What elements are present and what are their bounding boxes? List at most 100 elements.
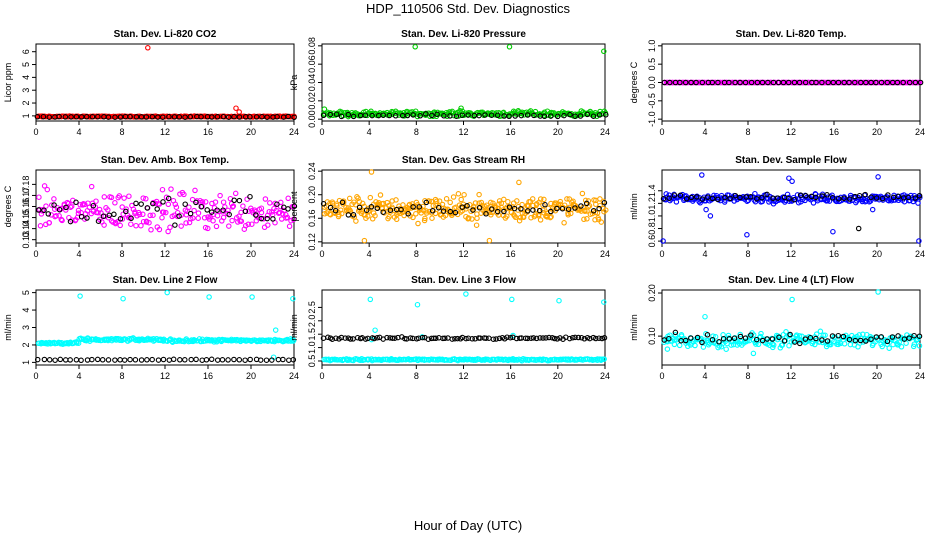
data-point [400,202,406,208]
data-point [572,334,578,341]
data-point [150,212,156,218]
x-tick-label: 4 [367,127,372,137]
data-point [900,79,906,86]
series-primary [660,172,923,244]
data-point [381,356,387,363]
data-point [201,215,208,221]
data-point [369,112,375,119]
data-point [518,206,524,212]
data-point [572,205,578,211]
y-tick-label: 3 [21,325,31,330]
data-point [380,209,386,215]
y-tick-label: 2 [21,101,31,106]
data-point [147,212,153,219]
y-tick-label: 0.8 [647,222,657,235]
data-point [458,105,464,111]
data-point [852,337,859,344]
y-tick-label: 0.04 [307,74,317,92]
data-point [894,79,901,86]
x-tick-label: 24 [600,249,610,259]
data-point [829,195,836,201]
data-point [601,356,607,362]
data-point [755,341,762,348]
data-point [759,337,766,344]
y-tick-label: 0.06 [307,55,317,73]
data-point [138,222,144,229]
data-point [694,334,701,341]
data-point [123,208,129,215]
data-point [677,79,683,86]
x-tick-label: 8 [414,371,419,381]
data-point [473,222,480,228]
data-point [368,204,375,210]
data-point [564,196,570,202]
data-point [501,196,507,203]
y-axis-label: kPa [289,75,299,91]
figure-x-axis-label: Hour of Day (UTC) [413,518,523,533]
data-point [230,203,237,209]
data-point [912,195,918,201]
data-point [531,112,537,119]
data-point [511,213,518,219]
data-point [371,335,377,342]
data-point [67,218,74,225]
data-point [840,333,847,340]
data-point [321,106,328,112]
data-point [51,196,57,202]
data-point [494,112,501,119]
data-point [236,197,243,204]
data-point [548,213,554,220]
data-point [750,350,757,357]
x-tick-label: 8 [119,127,124,137]
data-point [759,79,766,86]
data-point [176,213,182,219]
data-point [722,194,728,201]
data-point [350,212,357,218]
data-point [214,114,221,120]
chart-title: Stan. Dev. Li-820 CO2 [114,29,217,40]
data-point [764,336,770,342]
data-point [528,214,534,221]
data-point [710,333,716,339]
figure-title: HDP_110506 Std. Dev. Diagnostics [365,1,570,16]
data-point [905,194,912,201]
x-tick-label: 12 [160,371,170,381]
chart-title: Stan. Dev. Line 2 Flow [113,275,218,286]
data-point [291,203,298,209]
data-point [149,114,156,120]
chart-title: Stan. Dev. Gas Stream RH [402,155,525,166]
data-point [672,329,679,336]
data-point [132,357,139,363]
data-point [548,208,554,215]
x-tick-label: 0 [659,127,664,137]
data-point [52,357,58,363]
data-point [362,112,369,118]
data-point [407,335,414,341]
data-point [112,114,118,120]
data-point [590,207,597,214]
y-axis-label: ml/min [629,193,639,220]
data-point [285,113,291,120]
data-point [35,207,42,213]
data-point [671,192,678,198]
data-point [565,206,572,212]
data-point [807,334,814,341]
data-point [372,327,378,333]
data-point [253,218,260,224]
data-point [857,337,864,344]
data-point [190,215,196,221]
data-point [67,357,73,363]
data-point [333,111,340,117]
data-point [320,112,327,119]
data-point [160,199,166,205]
data-point [276,209,283,216]
data-point [792,339,798,345]
data-point [754,195,760,202]
data-point [127,113,133,120]
data-point [238,209,244,216]
data-point [440,335,446,342]
y-tick-label: 0.16 [21,198,31,216]
data-point [95,113,101,120]
data-point [386,214,392,220]
data-point [435,204,442,211]
